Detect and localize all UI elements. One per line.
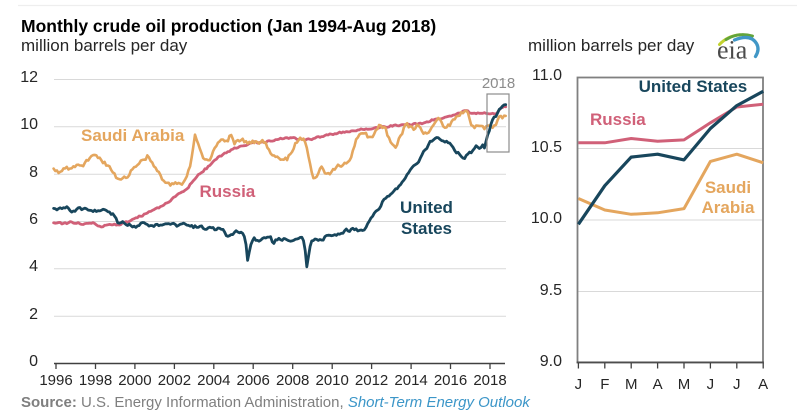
svg-text:eia: eia xyxy=(717,36,748,65)
